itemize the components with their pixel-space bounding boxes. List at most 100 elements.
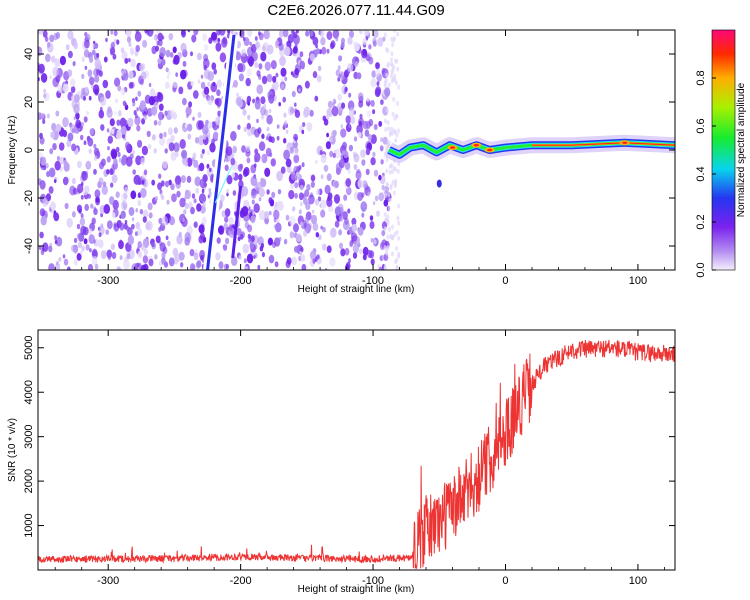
noise-blob xyxy=(141,145,148,156)
noise-blob xyxy=(231,172,236,179)
noise-blob xyxy=(175,72,179,77)
spectrogram-ylabel: Frequency (Hz) xyxy=(7,116,18,185)
noise-blob xyxy=(50,131,55,139)
noise-blob xyxy=(347,169,351,175)
noise-blob xyxy=(283,137,287,144)
noise-blob xyxy=(169,109,175,118)
colorbar: 0.0 0.2 0.4 0.6 0.8 Normalized spectral ampl… xyxy=(695,29,747,278)
noise-blob xyxy=(208,191,212,197)
noise-blob xyxy=(142,216,147,223)
noise-blob xyxy=(349,30,354,39)
noise-blob xyxy=(241,206,249,217)
noise-blob xyxy=(189,263,196,270)
noise-blob xyxy=(94,189,101,199)
noise-blob xyxy=(96,69,101,76)
noise-blob xyxy=(326,48,330,54)
noise-blob xyxy=(329,42,335,50)
noise-blob xyxy=(142,40,148,48)
noise-blob xyxy=(309,30,314,37)
noise-blob xyxy=(184,232,191,242)
figure-title: C2E6.2026.077.11.44.G09 xyxy=(267,2,444,19)
noise-blob xyxy=(230,30,234,35)
noise-blob xyxy=(340,128,347,138)
noise-blob xyxy=(39,180,46,190)
noise-blob xyxy=(284,120,288,125)
noise-blob xyxy=(98,232,102,238)
noise-blob xyxy=(268,135,273,143)
noise-blob xyxy=(128,58,131,63)
noise-blob xyxy=(261,133,265,140)
noise-blob xyxy=(277,189,282,195)
noise-blob xyxy=(261,251,265,258)
noise-blob xyxy=(321,46,327,55)
noise-blob xyxy=(129,47,135,55)
noise-blob xyxy=(361,159,366,166)
noise-blob xyxy=(99,161,104,170)
noise-blob xyxy=(76,253,82,261)
spectrogram-ytick-label: -40 xyxy=(23,238,35,254)
noise-blob xyxy=(378,266,383,270)
noise-blob xyxy=(66,266,71,270)
noise-blob xyxy=(193,221,198,228)
noise-blob xyxy=(187,133,192,140)
noise-blob xyxy=(199,193,206,203)
noise-blob xyxy=(256,84,264,95)
noise-blob xyxy=(216,89,221,97)
noise-blob xyxy=(128,207,135,216)
noise-blob xyxy=(348,144,353,152)
noise-blob xyxy=(248,234,251,239)
snr-ytick-label: 4000 xyxy=(23,380,35,404)
noise-blob xyxy=(266,126,270,132)
noise-blob xyxy=(113,30,118,37)
noise-blob xyxy=(224,208,231,217)
noise-blob xyxy=(57,84,63,94)
noise-blob xyxy=(106,169,110,175)
noise-blob xyxy=(62,254,66,259)
noise-blob xyxy=(285,214,290,221)
snr-ytick-label: 1000 xyxy=(23,513,35,537)
noise-blob xyxy=(84,39,90,49)
noise-blob xyxy=(380,99,384,105)
noise-blob xyxy=(92,49,96,56)
noise-blob xyxy=(303,223,307,228)
noise-blob xyxy=(192,152,197,159)
noise-blob xyxy=(165,49,171,58)
noise-blob xyxy=(266,115,272,124)
noise-blob xyxy=(103,56,108,63)
noise-blob xyxy=(109,118,115,127)
noise-blob xyxy=(151,242,155,248)
noise-blob xyxy=(161,58,166,66)
noise-blob xyxy=(357,131,362,138)
noise-blob xyxy=(110,30,114,35)
noise-blob xyxy=(278,30,284,38)
noise-blob xyxy=(76,223,81,230)
spectrogram-frame xyxy=(37,29,676,271)
noise-blob xyxy=(119,255,123,261)
noise-edge-blob xyxy=(383,118,387,124)
noise-edge-blob xyxy=(391,67,395,73)
noise-blob xyxy=(164,180,170,188)
noise-blob xyxy=(372,151,376,158)
noise-blob xyxy=(219,30,226,36)
noise-blob xyxy=(250,235,255,243)
noise-blob xyxy=(203,58,210,69)
noise-blob xyxy=(309,53,315,62)
noise-blob xyxy=(158,103,164,111)
noise-blob xyxy=(327,100,333,109)
noise-blob xyxy=(127,235,135,245)
noise-blob xyxy=(254,36,258,41)
noise-blob xyxy=(120,210,126,219)
noise-blob xyxy=(249,41,252,46)
noise-edge-blob xyxy=(390,36,394,42)
noise-blob xyxy=(94,42,99,49)
noise-blob xyxy=(132,101,136,107)
noise-blob xyxy=(348,258,351,263)
noise-blob xyxy=(179,197,186,208)
noise-blob xyxy=(264,61,271,71)
noise-blob xyxy=(101,185,108,195)
noise-edge-blob xyxy=(397,251,401,257)
noise-blob xyxy=(46,41,51,48)
noise-blob xyxy=(300,201,303,207)
noise-blob xyxy=(202,33,208,42)
noise-blob xyxy=(43,92,50,102)
